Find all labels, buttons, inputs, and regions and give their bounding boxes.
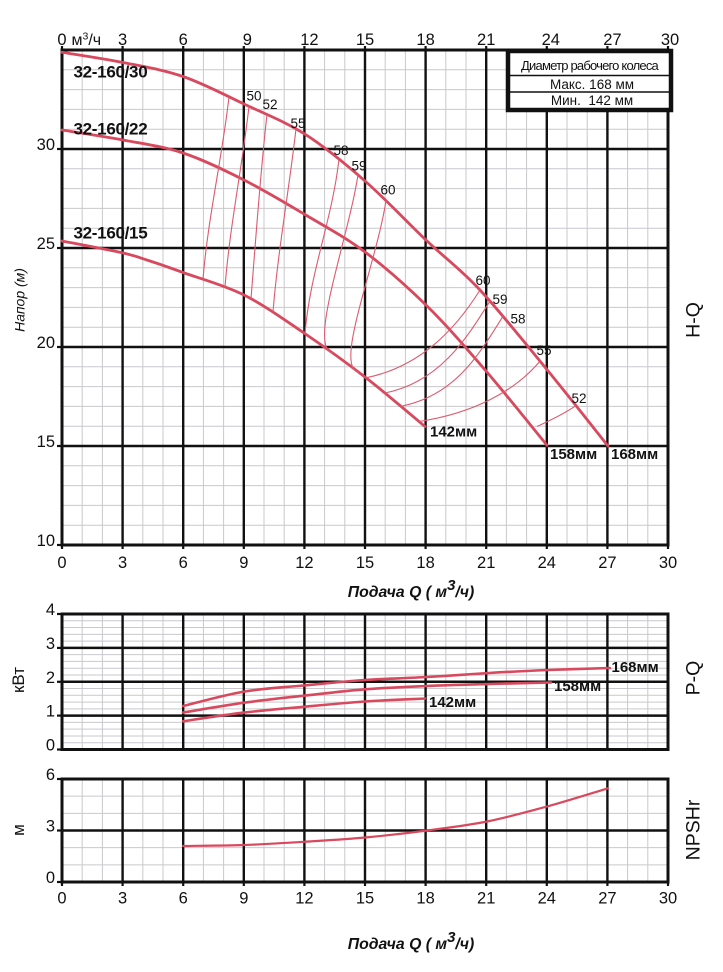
svg-text:60: 60: [475, 273, 490, 288]
svg-text:15: 15: [356, 890, 374, 908]
svg-text:кВт: кВт: [9, 667, 28, 693]
svg-text:30: 30: [37, 136, 55, 154]
svg-text:P-Q: P-Q: [683, 661, 705, 696]
svg-text:3: 3: [46, 818, 55, 836]
svg-text:3: 3: [46, 635, 55, 653]
svg-text:0: 0: [46, 737, 55, 755]
svg-text:30: 30: [659, 554, 677, 572]
svg-text:20: 20: [37, 334, 55, 352]
svg-text:24: 24: [538, 890, 556, 908]
svg-text:168мм: 168мм: [612, 659, 659, 676]
svg-text:15: 15: [356, 554, 374, 572]
svg-text:58: 58: [510, 312, 525, 327]
svg-text:H-Q: H-Q: [683, 302, 705, 338]
svg-text:м3/ч: м3/ч: [72, 31, 102, 50]
svg-text:59: 59: [492, 292, 507, 307]
svg-text:Мин. 142 мм: Мин. 142 мм: [551, 93, 633, 108]
svg-text:142мм: 142мм: [429, 694, 476, 711]
svg-text:9: 9: [239, 554, 248, 572]
svg-text:27: 27: [598, 554, 616, 572]
svg-text:52: 52: [262, 97, 277, 112]
svg-text:27: 27: [603, 31, 621, 49]
svg-text:27: 27: [598, 890, 616, 908]
svg-text:15: 15: [37, 433, 55, 451]
svg-text:52: 52: [571, 391, 586, 406]
svg-text:0: 0: [57, 890, 66, 908]
svg-text:3: 3: [118, 31, 127, 49]
svg-text:6: 6: [179, 890, 188, 908]
svg-text:1: 1: [46, 703, 55, 721]
svg-text:NPSHr: NPSHr: [683, 799, 705, 860]
svg-text:32-160/15: 32-160/15: [74, 224, 148, 243]
svg-text:6: 6: [179, 31, 188, 49]
svg-text:60: 60: [380, 183, 395, 198]
svg-text:9: 9: [239, 890, 248, 908]
svg-text:Напор (м): Напор (м): [12, 268, 28, 332]
svg-text:25: 25: [37, 235, 55, 253]
svg-text:м: м: [9, 824, 28, 836]
svg-text:Макс. 168 мм: Макс. 168 мм: [550, 77, 634, 92]
svg-text:6: 6: [46, 766, 55, 784]
svg-text:21: 21: [477, 890, 495, 908]
svg-text:24: 24: [542, 31, 560, 49]
svg-text:142мм: 142мм: [430, 424, 477, 441]
svg-text:158мм: 158мм: [550, 446, 597, 463]
svg-text:18: 18: [416, 31, 434, 49]
svg-text:50: 50: [246, 89, 261, 104]
svg-text:Диаметр рабочего колеса: Диаметр рабочего колеса: [521, 58, 659, 73]
svg-text:21: 21: [477, 31, 495, 49]
svg-text:55: 55: [290, 116, 305, 131]
svg-text:6: 6: [179, 554, 188, 572]
svg-text:18: 18: [416, 554, 434, 572]
svg-text:21: 21: [477, 554, 495, 572]
svg-text:12: 12: [295, 890, 313, 908]
svg-text:3: 3: [118, 890, 127, 908]
svg-text:59: 59: [351, 159, 366, 174]
svg-text:18: 18: [416, 890, 434, 908]
svg-text:0: 0: [57, 31, 66, 49]
svg-text:158мм: 158мм: [554, 678, 601, 695]
svg-text:30: 30: [659, 890, 677, 908]
svg-text:0: 0: [57, 554, 66, 572]
svg-text:168мм: 168мм: [611, 446, 658, 463]
svg-text:3: 3: [118, 554, 127, 572]
svg-text:0: 0: [46, 869, 55, 887]
svg-text:32-160/22: 32-160/22: [74, 120, 148, 139]
svg-text:24: 24: [538, 554, 556, 572]
svg-text:55: 55: [536, 343, 551, 358]
svg-text:30: 30: [661, 31, 679, 49]
svg-text:4: 4: [46, 601, 55, 619]
svg-text:12: 12: [300, 31, 318, 49]
svg-text:12: 12: [295, 554, 313, 572]
svg-text:2: 2: [46, 669, 55, 687]
svg-text:15: 15: [356, 31, 374, 49]
svg-text:10: 10: [37, 532, 55, 550]
svg-text:9: 9: [243, 31, 252, 49]
svg-text:32-160/30: 32-160/30: [74, 63, 148, 82]
svg-text:58: 58: [333, 143, 348, 158]
